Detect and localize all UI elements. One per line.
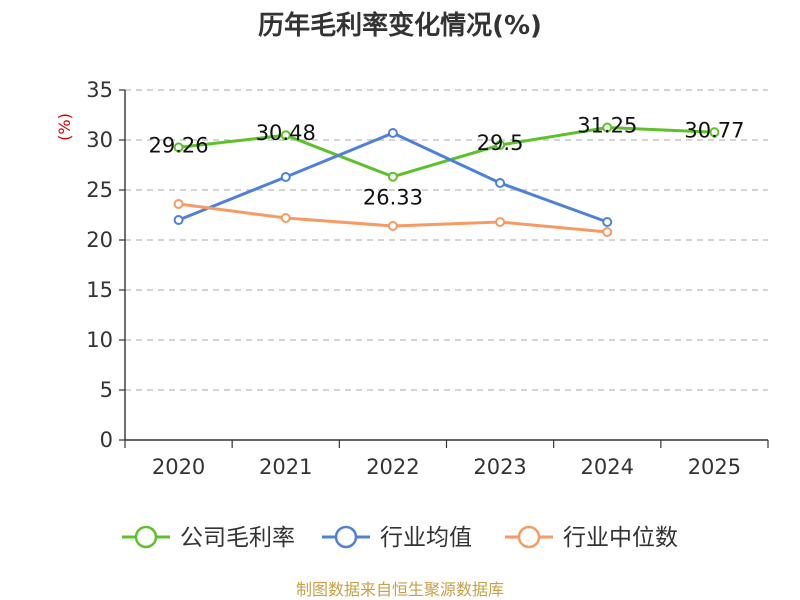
y-tick-label: 20 bbox=[86, 228, 113, 252]
legend-item-3[interactable]: 行业中位数 bbox=[505, 525, 678, 551]
y-tick-label: 15 bbox=[86, 278, 113, 302]
x-tick-label: 2025 bbox=[688, 455, 741, 479]
legend[interactable]: 公司毛利率 行业均值 行业中位数 bbox=[122, 525, 678, 551]
y-tick-label: 10 bbox=[86, 328, 113, 352]
series-3-point[interactable] bbox=[173, 199, 184, 209]
series-2-point[interactable] bbox=[495, 178, 506, 188]
x-tick-label: 2024 bbox=[581, 455, 634, 479]
legend-marker bbox=[134, 525, 158, 549]
legend-item-1[interactable]: 公司毛利率 bbox=[122, 525, 295, 551]
series-1-point[interactable] bbox=[495, 140, 506, 150]
x-axis-ticks: 2020 2021 2022 2023 2024 2025 bbox=[124, 440, 769, 479]
x-tick-label: 2022 bbox=[366, 455, 419, 479]
data-label: 26.33 bbox=[363, 186, 423, 210]
x-tick-label: 2021 bbox=[259, 455, 312, 479]
legend-label: 公司毛利率 bbox=[180, 525, 295, 551]
y-tick-label: 5 bbox=[100, 378, 113, 402]
x-tick-label: 2020 bbox=[152, 455, 205, 479]
series-1-point[interactable] bbox=[602, 122, 613, 133]
series-2-point[interactable] bbox=[602, 217, 613, 227]
series-2-point[interactable] bbox=[387, 128, 398, 138]
y-tick-label: 30 bbox=[86, 128, 113, 152]
series-3-point[interactable] bbox=[387, 221, 398, 231]
legend-item-2[interactable]: 行业均值 bbox=[322, 525, 472, 551]
series-3-point[interactable] bbox=[495, 217, 506, 227]
y-axis-ticks: 0 5 10 15 20 25 30 35 bbox=[86, 78, 125, 452]
legend-label: 行业均值 bbox=[380, 525, 472, 551]
series-3-point[interactable] bbox=[280, 213, 291, 223]
series-1-point[interactable] bbox=[709, 127, 720, 138]
source-note: 制图数据来自恒生聚源数据库 bbox=[296, 580, 504, 599]
series-2-point[interactable] bbox=[280, 172, 291, 182]
y-axis-label: (%) bbox=[55, 113, 74, 141]
legend-label: 行业中位数 bbox=[563, 525, 678, 551]
data-label: 29.26 bbox=[149, 133, 209, 157]
data-label: 30.77 bbox=[684, 118, 744, 142]
series-1-point[interactable] bbox=[173, 142, 184, 153]
series-line-1 bbox=[178, 126, 715, 179]
data-label: 30.48 bbox=[256, 121, 316, 145]
data-labels: 29.26 30.48 26.33 29.5 31.25 30.77 bbox=[149, 114, 745, 210]
data-label: 31.25 bbox=[577, 114, 637, 138]
legend-marker bbox=[334, 525, 358, 549]
data-label: 29.5 bbox=[477, 131, 524, 155]
series-3-point[interactable] bbox=[602, 227, 613, 237]
series-1-point[interactable] bbox=[387, 171, 398, 182]
legend-marker bbox=[517, 525, 541, 549]
chart-title: 历年毛利率变化情况(%) bbox=[258, 10, 542, 41]
series-group bbox=[173, 122, 720, 237]
x-tick-label: 2023 bbox=[473, 455, 526, 479]
series-2-point[interactable] bbox=[173, 215, 184, 225]
y-tick-label: 0 bbox=[100, 428, 113, 452]
series-1-point[interactable] bbox=[280, 130, 291, 141]
grid-lines bbox=[125, 89, 768, 391]
y-tick-label: 25 bbox=[86, 178, 113, 202]
y-tick-label: 35 bbox=[86, 78, 113, 102]
